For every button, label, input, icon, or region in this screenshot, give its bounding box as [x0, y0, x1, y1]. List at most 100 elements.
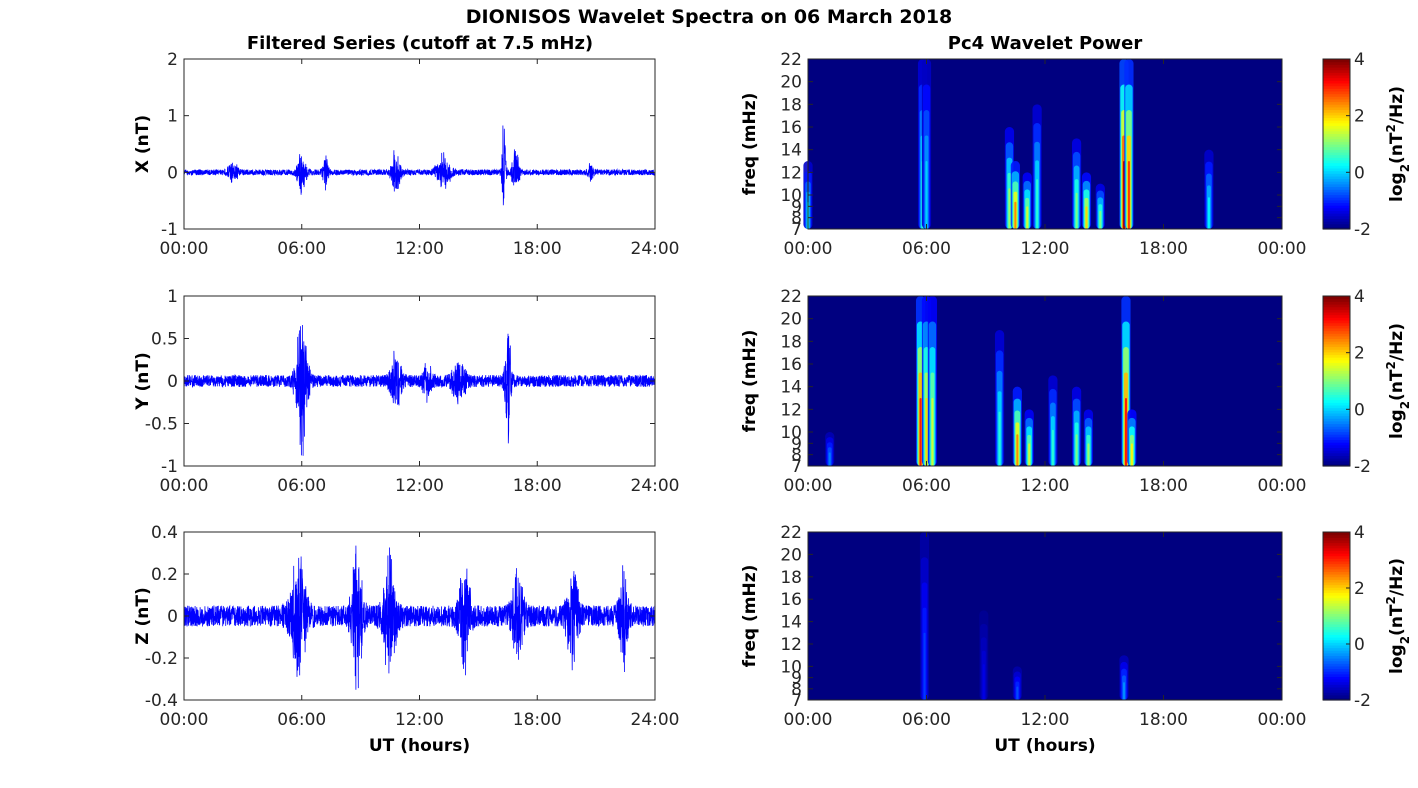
colorbar-tick-label: -2 — [1354, 691, 1371, 711]
colorbar-swatch — [1323, 157, 1350, 161]
colorbar-swatch — [1323, 576, 1350, 580]
colorbar-swatch — [1323, 597, 1350, 601]
colorbar-label: log2(nT2/Hz) — [1384, 86, 1412, 202]
x-tick-label: 00:00 — [784, 476, 833, 496]
wavelet-background — [808, 59, 1282, 229]
colorbar-swatch — [1323, 639, 1350, 643]
y-tick-label: 7 — [791, 691, 802, 711]
colorbar-swatch — [1323, 64, 1350, 68]
colorbar-tick-label: 0 — [1354, 400, 1365, 420]
y-tick-label: 0 — [167, 607, 178, 627]
colorbar-swatch — [1323, 444, 1350, 449]
x-tick-label: 18:00 — [1139, 710, 1188, 730]
colorbar-swatch — [1323, 388, 1350, 393]
wavelet-power-streak — [1127, 161, 1130, 229]
y-tick-label: 7 — [791, 457, 802, 477]
colorbar-swatch — [1323, 367, 1350, 371]
colorbar-swatch — [1323, 362, 1350, 366]
x-tick-label: 12:00 — [1021, 476, 1070, 496]
colorbar-swatch — [1323, 420, 1350, 425]
colorbar-swatch — [1323, 426, 1350, 430]
x-tick-label: 00:00 — [784, 710, 833, 730]
colorbar-tick-label: 2 — [1354, 107, 1365, 127]
colorbar-swatch — [1323, 560, 1350, 565]
colorbar-swatch — [1323, 434, 1350, 438]
colorbar-swatch — [1323, 463, 1350, 467]
colorbar-swatch — [1323, 665, 1350, 670]
colorbar-swatch — [1323, 341, 1350, 345]
y-trace — [184, 324, 655, 456]
colorbar-swatch — [1323, 539, 1350, 544]
freq-ylabel: freq (mHz) — [740, 565, 760, 668]
x-axis-label: UT (hours) — [369, 736, 470, 756]
colorbar-swatch — [1323, 412, 1350, 417]
colorbar-swatch — [1323, 642, 1350, 646]
colorbar-swatch — [1323, 681, 1350, 685]
colorbar-swatch — [1323, 608, 1350, 612]
colorbar-swatch — [1323, 138, 1350, 142]
colorbar-swatch — [1323, 634, 1350, 638]
colorbar-swatch — [1323, 303, 1350, 308]
colorbar-swatch — [1323, 428, 1350, 433]
colorbar-swatch — [1323, 178, 1350, 182]
colorbar-swatch — [1323, 694, 1350, 698]
y-tick-label: 1 — [167, 107, 178, 127]
colorbar-swatch — [1323, 72, 1350, 76]
colorbar-tick-label: 2 — [1354, 344, 1365, 364]
colorbar-swatch — [1323, 652, 1350, 656]
y-tick-label: 8 — [791, 446, 802, 466]
colorbar-swatch — [1323, 130, 1350, 134]
colorbar-swatch — [1323, 223, 1350, 227]
freq-ylabel: freq (mHz) — [740, 93, 760, 196]
colorbar-swatch — [1323, 455, 1350, 459]
y-tick-label: 9 — [791, 434, 802, 454]
x-tick-label: 00:00 — [1258, 476, 1307, 496]
colorbar-swatch — [1323, 375, 1350, 379]
x-ylabel: X (nT) — [133, 115, 153, 173]
y-tick-label: 16 — [780, 355, 802, 375]
colorbar-swatch — [1323, 386, 1350, 390]
colorbar-swatch — [1323, 610, 1350, 614]
colorbar-swatch — [1323, 532, 1350, 536]
freq-ylabel: freq (mHz) — [740, 330, 760, 433]
wavelet-power-streak — [1051, 429, 1054, 466]
x-tick-label: 00:00 — [1258, 710, 1307, 730]
colorbar-swatch — [1323, 589, 1350, 593]
x-tick-label: 18:00 — [513, 710, 562, 730]
x-tick-label: 06:00 — [277, 239, 326, 259]
wavelet-power-streak — [923, 632, 926, 700]
colorbar-swatch — [1323, 697, 1350, 701]
colorbar-swatch — [1323, 542, 1350, 546]
colorbar-swatch — [1323, 592, 1350, 596]
y-tick-label: 0.2 — [151, 565, 178, 585]
x-trace — [184, 125, 655, 206]
wavelet-background — [808, 532, 1282, 700]
colorbar-swatch — [1323, 194, 1350, 198]
colorbar-swatch — [1323, 90, 1350, 95]
colorbar-swatch — [1323, 325, 1350, 329]
colorbar-swatch — [1323, 418, 1350, 422]
y-ylabel: Y (nT) — [133, 352, 153, 410]
colorbar-swatch — [1323, 563, 1350, 567]
wavelet-power-streak — [1014, 201, 1017, 229]
y-tick-label: 12 — [780, 163, 802, 183]
colorbar-swatch — [1323, 581, 1350, 586]
colorbar-swatch — [1323, 558, 1350, 562]
wavelet-power-streak — [998, 411, 1001, 466]
colorbar-swatch — [1323, 165, 1350, 169]
colorbar-swatch — [1323, 547, 1350, 551]
y-tick-label: 14 — [780, 141, 802, 161]
colorbar-swatch — [1323, 96, 1350, 100]
colorbar-swatch — [1323, 189, 1350, 193]
colorbar-swatch — [1323, 191, 1350, 196]
colorbar-swatch — [1323, 82, 1350, 87]
colorbar-swatch — [1323, 213, 1350, 217]
colorbar: -2 0 2 4 log2(nT2/Hz) — [1322, 287, 1412, 477]
colorbar-swatch — [1323, 205, 1350, 209]
colorbar-swatch — [1323, 692, 1350, 696]
colorbar-swatch — [1323, 399, 1350, 403]
colorbar-swatch — [1323, 298, 1350, 302]
colorbar-swatch — [1323, 317, 1350, 321]
y-tick-label: 20 — [780, 310, 802, 330]
colorbar-swatch — [1323, 618, 1350, 622]
